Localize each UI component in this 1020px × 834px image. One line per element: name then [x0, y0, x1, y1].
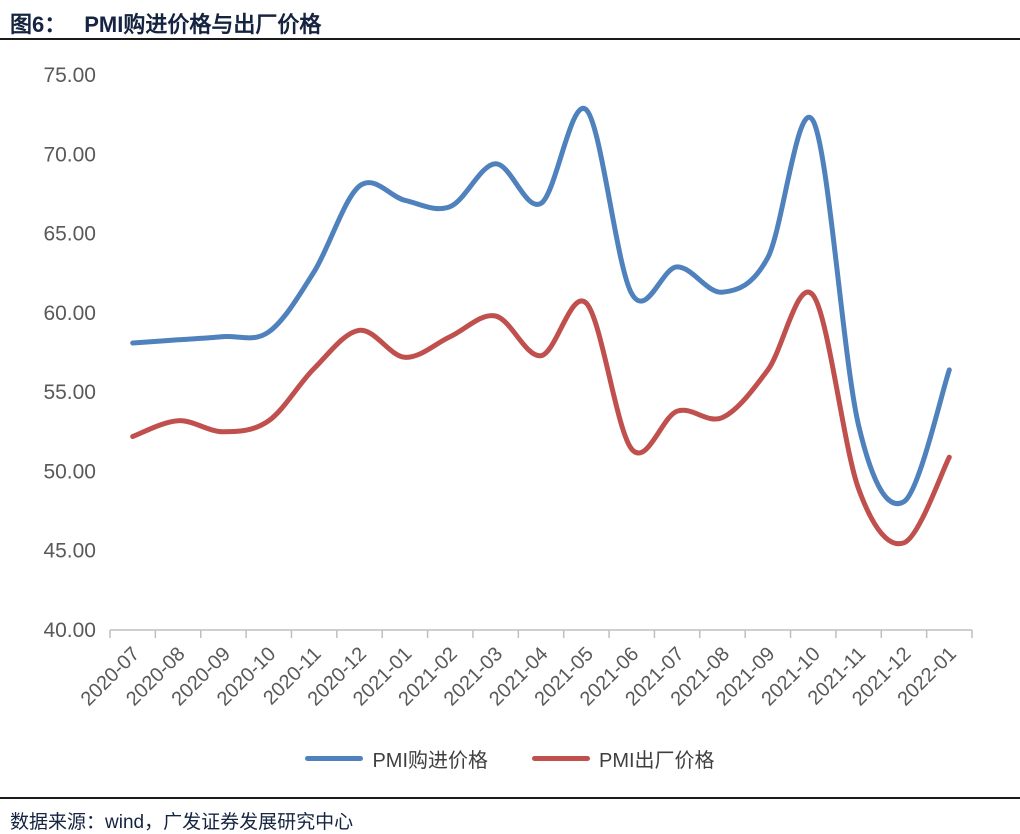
chart-legend: PMI购进价格 PMI出厂价格 [0, 740, 1020, 776]
series-line-pmi-factory-price [130, 289, 952, 547]
series-line-pmi-purchase-price [130, 105, 952, 506]
chart-title-bar: 图6： PMI购进价格与出厂价格 [0, 0, 1020, 40]
legend-line-swatch-blue [305, 755, 364, 761]
y-axis-tick-label: 70.00 [43, 143, 96, 166]
plot-region: 75.00 70.00 65.00 60.00 55.00 50.00 45.00 40.00… [0, 42, 1020, 742]
legend-item-purchase-price: PMI购进价格 [305, 744, 488, 773]
y-axis-tick-label: 50.00 [43, 460, 96, 483]
y-axis-tick-label: 60.00 [43, 302, 96, 325]
y-axis-tick-label: 75.00 [43, 64, 96, 87]
legend-label: PMI出厂价格 [599, 749, 715, 772]
y-axis-tick-label: 40.00 [43, 619, 96, 642]
pmi-line-chart: 75.00 70.00 65.00 60.00 55.00 50.00 45.00 40.00… [43, 64, 973, 710]
page-title: PMI购进价格与出厂价格 [84, 12, 322, 37]
legend-line-swatch-red [532, 755, 590, 761]
data-source-note: 数据来源：wind，广发证券发展研究中心 [0, 797, 1020, 834]
y-axis-tick-label: 55.00 [43, 381, 96, 404]
legend-item-factory-price: PMI出厂价格 [532, 744, 715, 773]
y-axis-tick-label: 65.00 [43, 223, 96, 246]
y-axis-tick-label: 45.00 [43, 540, 96, 563]
legend-label: PMI购进价格 [372, 749, 488, 772]
figure-number-label: 图6： [10, 12, 67, 37]
